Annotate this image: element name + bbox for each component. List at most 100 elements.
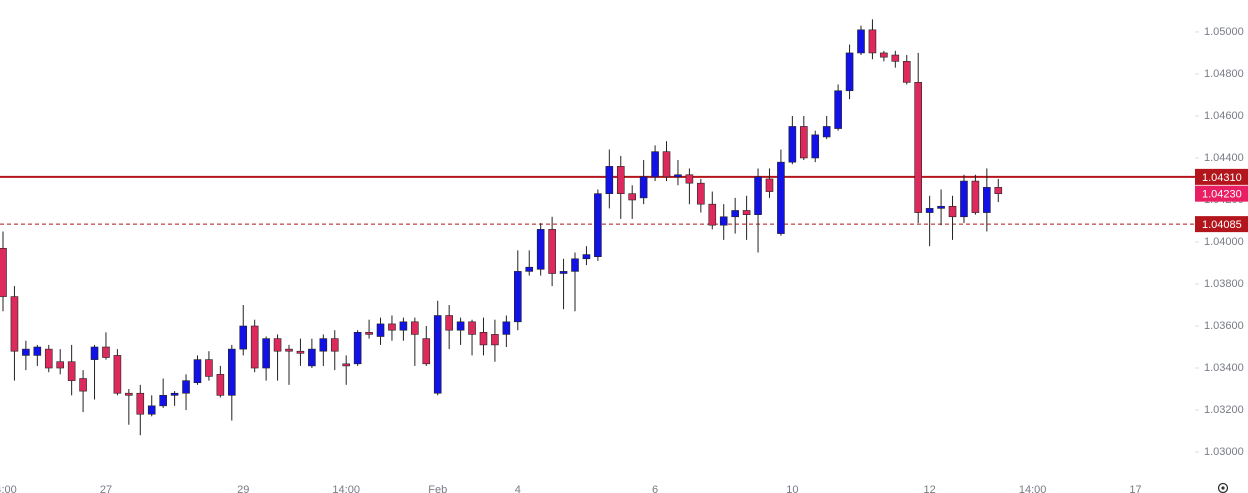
candle-body [228, 348, 236, 396]
candle-body [708, 203, 717, 226]
candle-body [159, 395, 167, 407]
candle-body [754, 176, 762, 215]
price-label-box [1195, 168, 1248, 185]
y-tick-label: 1.03000 [1204, 446, 1244, 458]
candle-body [525, 266, 534, 272]
candle-body [10, 296, 19, 352]
candle-body [513, 271, 522, 323]
candle-body [273, 338, 282, 352]
gear-center[interactable] [1221, 486, 1225, 490]
candle-body [445, 315, 453, 331]
candle-body [548, 229, 556, 274]
y-tick-label: 1.04600 [1204, 110, 1244, 122]
candle-body [582, 254, 591, 260]
candle-body [22, 348, 30, 356]
price-label: 1.04310 [1202, 172, 1242, 184]
candle-body [925, 208, 934, 213]
x-tick-label: 14:00 [1019, 484, 1047, 493]
x-tick-label: 10 [786, 484, 798, 493]
candle-body [536, 229, 545, 270]
candle-body [44, 348, 53, 369]
candle-body [799, 126, 808, 159]
candle-body [147, 405, 156, 415]
candle-body [388, 323, 396, 331]
candle-body [948, 205, 957, 218]
candle-body [342, 363, 351, 367]
candle-body [170, 392, 179, 396]
candle-body [308, 348, 316, 367]
candle-body [365, 332, 373, 335]
candle-body [571, 258, 579, 272]
candle-body [125, 392, 133, 396]
y-tick-label: 1.03400 [1204, 362, 1244, 374]
candle-body [559, 271, 568, 274]
y-tick-label: 1.04400 [1204, 152, 1244, 164]
x-tick-label: 17 [1129, 484, 1141, 493]
x-tick-label: 29 [237, 484, 249, 493]
candle-body [136, 392, 145, 415]
candle-body [685, 174, 694, 184]
candle-body [605, 166, 614, 194]
candle-body [845, 52, 854, 92]
candle-body [193, 359, 202, 384]
candle-body [651, 151, 659, 178]
candle-body [468, 321, 476, 335]
candle-body [67, 361, 76, 381]
current-price-label: 1.04230 [1202, 189, 1242, 201]
x-tick-label: 27 [100, 484, 112, 493]
candle-body [376, 323, 385, 337]
candle-body [456, 321, 465, 331]
candle-body [731, 210, 739, 218]
candle-body [616, 166, 625, 194]
price-label: 1.04085 [1202, 219, 1242, 231]
candle-body [90, 346, 99, 360]
current-price-box [1195, 185, 1248, 202]
settings-icon[interactable] [1217, 482, 1229, 493]
candle-body [880, 52, 888, 58]
candle-body [353, 332, 362, 365]
candle-body [777, 161, 785, 234]
candle-body [330, 338, 339, 352]
x-tick-label: 6 [652, 484, 658, 493]
candle-body [182, 380, 190, 394]
candle-body [765, 178, 774, 192]
candle-body [937, 205, 945, 209]
y-tick-label: 1.05000 [1204, 26, 1244, 38]
y-tick-label: 1.04000 [1204, 236, 1244, 248]
candle-body [250, 325, 259, 369]
candle-body [0, 247, 7, 297]
candle-body [433, 315, 442, 394]
candle-body [834, 90, 842, 129]
candle-body [971, 180, 980, 213]
candle-body [628, 193, 637, 201]
candle-body [719, 216, 728, 226]
candle-body [639, 176, 648, 199]
y-tick-label: 1.03800 [1204, 278, 1244, 290]
candle-body [857, 29, 865, 54]
candle-body [674, 174, 682, 178]
candle-body [742, 210, 751, 215]
candle-body [502, 321, 511, 335]
candle-body [56, 361, 65, 369]
candle-body [296, 350, 305, 354]
candle-body [902, 61, 911, 83]
candle-body [697, 182, 705, 205]
candle-body [983, 187, 991, 213]
candle-body [79, 378, 87, 392]
candle-body [822, 126, 831, 138]
candle-body [868, 29, 877, 54]
candle-body [33, 346, 42, 356]
candle-body [994, 187, 1003, 194]
candle-body [662, 151, 671, 178]
price-label-box [1195, 216, 1248, 233]
x-tick-label: 4 [515, 484, 521, 493]
candle-body [960, 180, 968, 218]
candle-body [914, 82, 923, 213]
candle-body [113, 355, 122, 394]
x-tick-label: 14:00 [0, 484, 17, 493]
plot-area [0, 19, 1195, 436]
x-tick-label: Feb [428, 484, 447, 493]
candle-body [399, 321, 408, 331]
y-tick-label: 1.04800 [1204, 68, 1244, 80]
